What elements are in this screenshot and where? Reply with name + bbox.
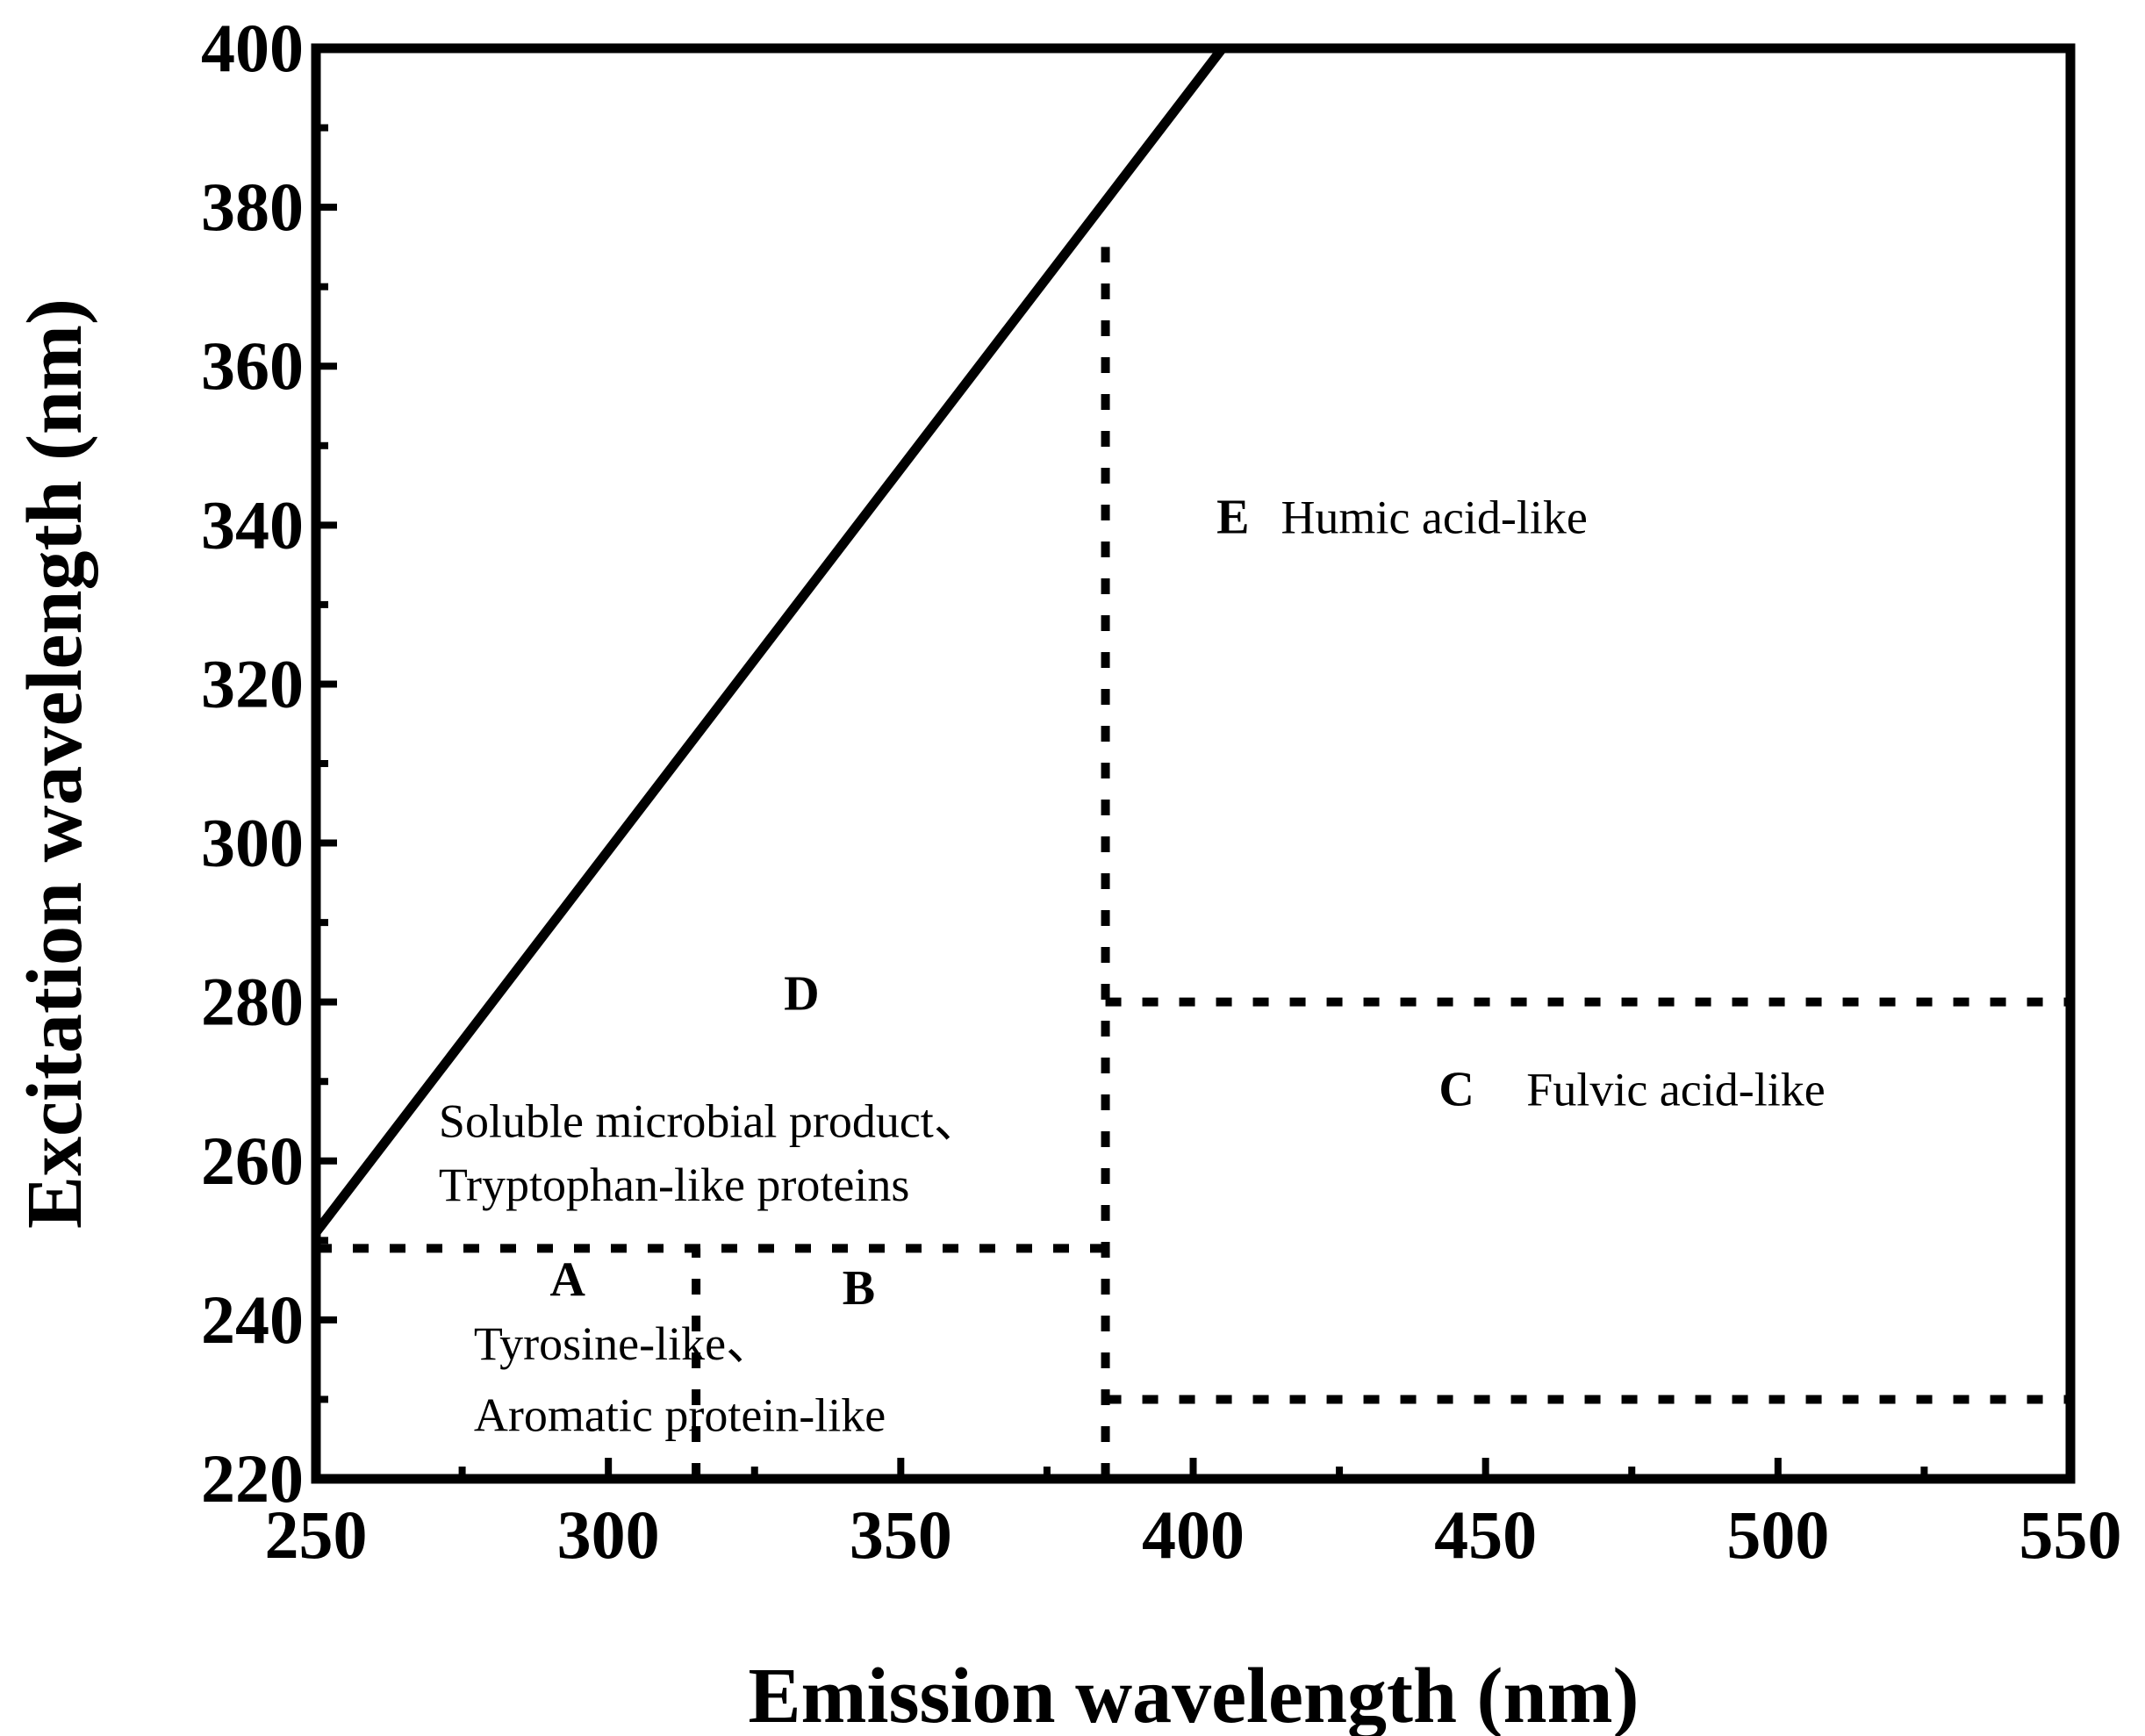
tick-labels: 250 300 350 400 450 500 550 220 240 260 280 300 320 3… (201, 10, 2122, 1573)
y-tick-label-320: 320 (201, 645, 304, 721)
plot-frame (311, 43, 2076, 1484)
region-letter-a: A (550, 1253, 586, 1308)
x-tick-label-300: 300 (557, 1496, 660, 1573)
region-annotation-4: Humic acid-like (1281, 491, 1587, 543)
x-tick-label-250: 250 (265, 1496, 368, 1573)
region-labels: A B D E C Tyrosine-like、 Aromatic protein-like… (439, 490, 1826, 1441)
x-tick-label-400: 400 (1142, 1496, 1245, 1573)
x-tick-label-450: 450 (1434, 1496, 1537, 1573)
x-tick-label-500: 500 (1726, 1496, 1829, 1573)
region-annotation-3: Tryptophan-like proteins (439, 1159, 909, 1211)
y-tick-label-220: 220 (201, 1440, 304, 1517)
x-tick-label-350: 350 (850, 1496, 952, 1573)
y-tick-label-260: 260 (201, 1123, 304, 1199)
region-letter-e: E (1216, 490, 1249, 544)
y-tick-label-340: 340 (201, 486, 304, 563)
y-tick-label-380: 380 (201, 169, 304, 245)
region-letter-b: B (843, 1261, 875, 1316)
y-tick-label-360: 360 (201, 327, 304, 404)
y-tick-label-300: 300 (201, 805, 304, 881)
x-axis-title: Emission wavelength (nm) (748, 1653, 1639, 1736)
region-letter-d: D (784, 967, 819, 1022)
region-letter-c: C (1438, 1062, 1474, 1116)
region-annotation-1: Aromatic protein-like (474, 1389, 886, 1442)
boundary-lines (316, 247, 2070, 1479)
y-tick-label-400: 400 (201, 10, 304, 86)
diagonal-line (312, 45, 1227, 1236)
y-axis-title: Excitation wavelength (nm) (11, 298, 98, 1229)
y-tick-label-240: 240 (201, 1281, 304, 1358)
x-tick-label-550: 550 (2019, 1496, 2122, 1573)
diagonal-line-group (312, 45, 1227, 1236)
region-annotation-0: Tyrosine-like、 (474, 1317, 773, 1370)
region-annotation-2: Soluble microbial product、 (439, 1095, 981, 1148)
region-annotation-5: Fulvic acid-like (1526, 1063, 1825, 1115)
y-tick-label-280: 280 (201, 964, 304, 1040)
